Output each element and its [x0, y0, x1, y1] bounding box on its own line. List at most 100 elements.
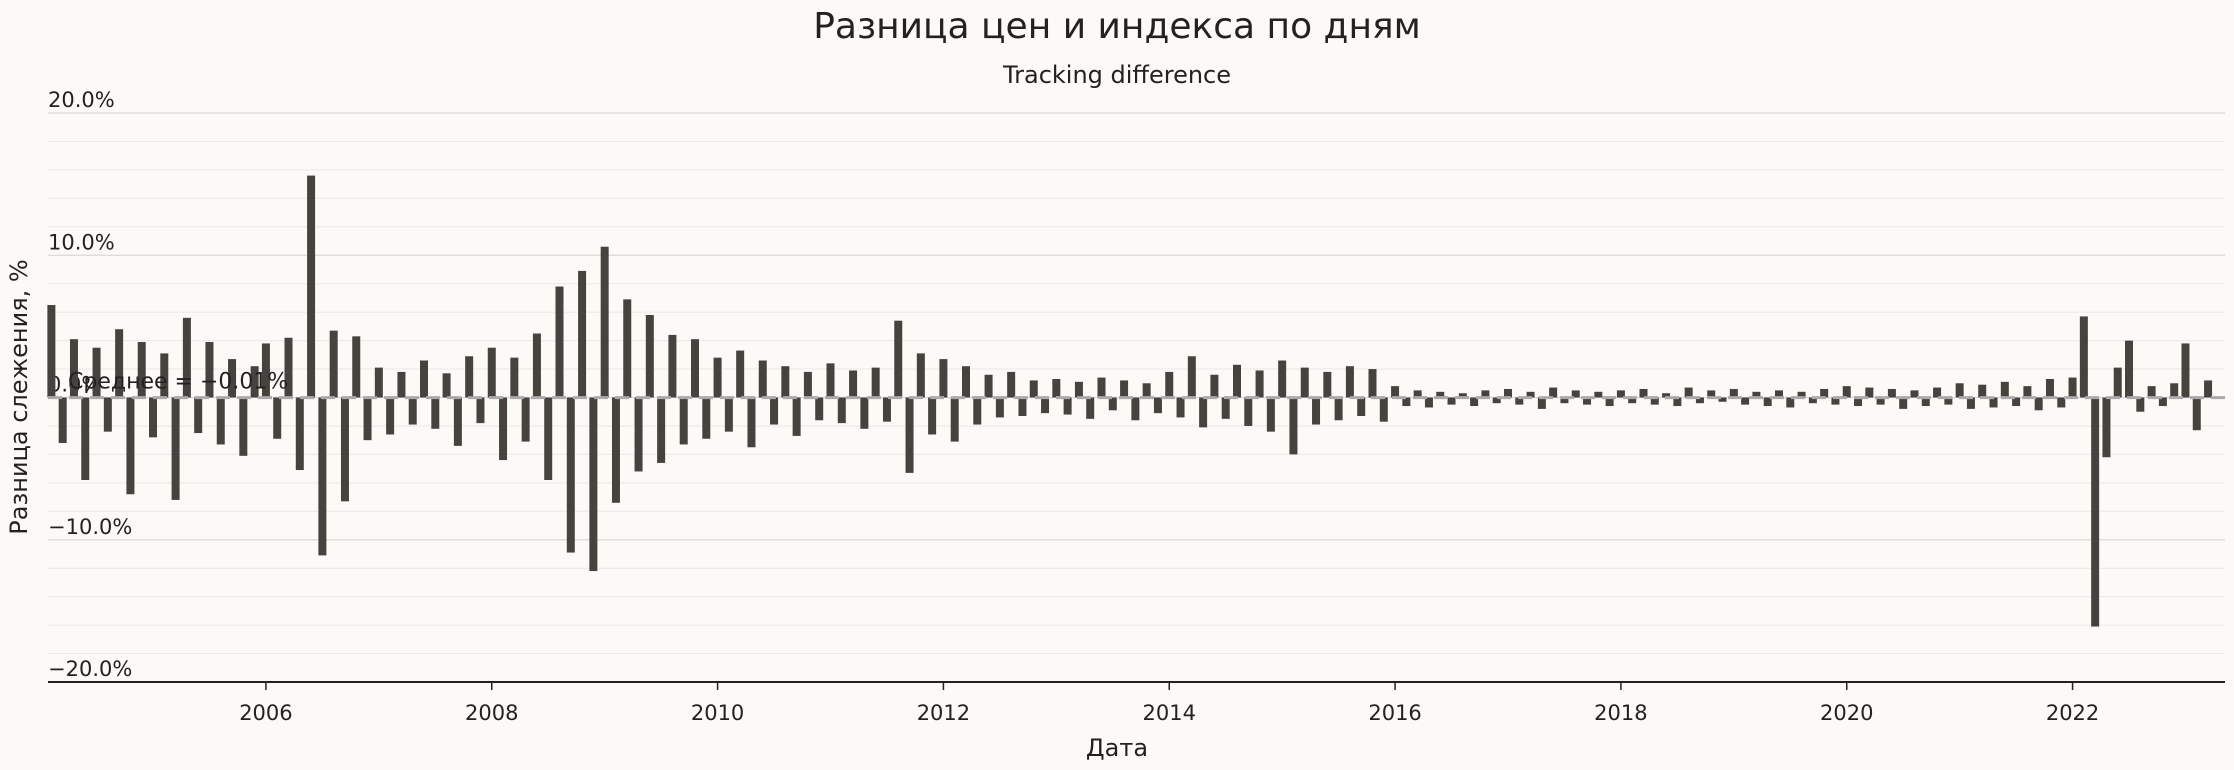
bar	[1786, 397, 1795, 408]
bar	[1831, 397, 1840, 405]
bar	[758, 360, 767, 398]
bar	[216, 397, 225, 445]
x-axis-label: Дата	[1086, 734, 1148, 762]
bar	[194, 397, 203, 434]
bar	[1153, 397, 1162, 414]
bar	[442, 373, 451, 398]
x-tick-label: 2016	[1368, 701, 1421, 725]
bar	[1312, 397, 1321, 425]
bar	[2147, 386, 2156, 398]
bar	[905, 397, 914, 473]
bar	[2136, 397, 2145, 412]
bar	[1232, 364, 1241, 398]
bar	[47, 305, 56, 398]
x-tick-label: 2010	[691, 701, 744, 725]
bar	[1244, 397, 1253, 426]
bar	[1120, 380, 1129, 398]
bar	[363, 397, 372, 441]
bar	[1074, 381, 1083, 398]
bar	[1887, 388, 1896, 398]
y-tick-label: 10.0%	[48, 230, 115, 254]
bar	[1707, 390, 1716, 398]
bar	[724, 397, 733, 432]
bar	[1221, 397, 1230, 419]
bar	[182, 317, 191, 398]
bar	[1639, 388, 1648, 398]
bar	[1470, 397, 1479, 407]
bar	[1142, 383, 1151, 398]
bar	[1097, 377, 1106, 398]
bar	[882, 397, 891, 422]
bar	[589, 397, 598, 572]
bar	[1560, 397, 1569, 404]
bar	[770, 397, 779, 425]
bar	[1910, 390, 1919, 398]
bar	[115, 329, 124, 398]
bar	[2113, 367, 2122, 398]
bar	[171, 397, 180, 500]
bar	[1334, 397, 1343, 421]
bar	[1944, 397, 1953, 405]
bar	[1571, 390, 1580, 398]
bar	[1662, 393, 1671, 398]
x-tick-label: 2018	[1594, 701, 1647, 725]
bar	[2079, 316, 2088, 398]
bar	[92, 347, 101, 398]
bar	[1752, 391, 1761, 398]
bar	[295, 397, 304, 471]
bar	[1018, 397, 1027, 416]
bar	[250, 366, 259, 398]
bar	[465, 356, 474, 398]
bar	[2057, 397, 2066, 408]
bar	[973, 397, 982, 425]
bar	[781, 366, 790, 398]
bar	[1210, 374, 1219, 398]
bar	[1165, 371, 1174, 398]
bar	[510, 357, 519, 398]
bar	[1278, 360, 1287, 398]
bar	[273, 397, 282, 439]
bar	[2125, 340, 2134, 398]
bar	[284, 337, 293, 398]
bar	[1594, 391, 1603, 398]
bar	[1176, 397, 1185, 418]
bar	[386, 397, 395, 435]
bar	[149, 397, 158, 438]
bar	[2102, 397, 2111, 458]
bar	[1695, 397, 1704, 404]
bar	[1797, 391, 1806, 398]
bar	[1323, 371, 1332, 398]
bar	[1052, 379, 1061, 398]
bar	[453, 397, 462, 446]
bar	[611, 397, 620, 503]
bar	[2023, 386, 2032, 398]
bar	[657, 397, 666, 463]
bar	[487, 347, 496, 398]
bar	[1255, 370, 1264, 398]
bar	[1063, 397, 1072, 415]
bar	[261, 343, 270, 398]
bar	[1515, 397, 1524, 405]
bar	[645, 314, 654, 398]
bar	[1741, 397, 1750, 405]
bar	[2000, 381, 2009, 398]
bar	[1876, 397, 1885, 405]
x-tick-label: 2022	[2046, 701, 2099, 725]
x-tick-label: 2012	[917, 701, 970, 725]
mean-label: Среднее = −0.01%	[68, 370, 288, 395]
bar	[340, 397, 349, 502]
bar	[1729, 388, 1738, 398]
bar	[600, 246, 609, 398]
bar	[58, 397, 67, 444]
bar	[1763, 397, 1772, 407]
bar	[2192, 397, 2201, 431]
bar	[2158, 397, 2167, 407]
bar	[329, 330, 338, 398]
bar	[1402, 397, 1411, 407]
bar	[2068, 377, 2077, 398]
bar	[81, 397, 90, 481]
bar	[1549, 387, 1558, 398]
bar	[420, 360, 429, 398]
y-tick-label: 20.0%	[48, 88, 115, 112]
